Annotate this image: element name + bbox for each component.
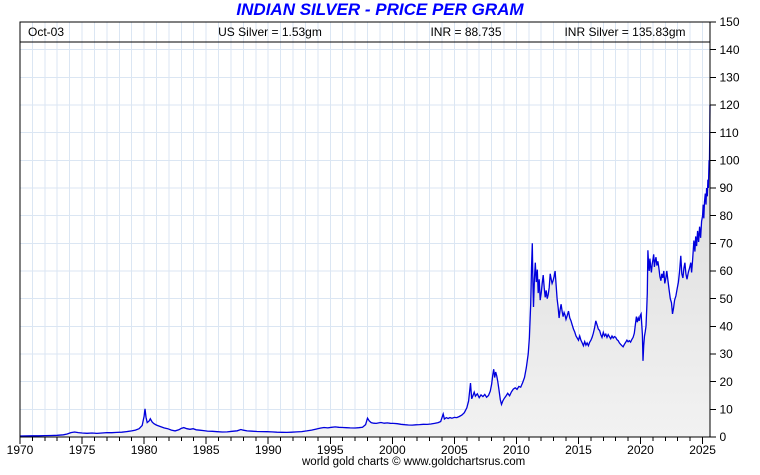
x-axis-label: 2015 <box>565 443 592 457</box>
x-axis-label: 1970 <box>7 443 34 457</box>
y-axis-label: 40 <box>720 320 734 334</box>
area-fill <box>20 105 710 437</box>
y-axis-label: 30 <box>720 347 734 361</box>
y-axis-label: 60 <box>720 264 734 278</box>
x-axis-label: 2025 <box>689 443 716 457</box>
y-axis-label: 10 <box>720 403 734 417</box>
y-axis-label: 0 <box>720 430 727 444</box>
date-label: Oct-03 <box>28 25 65 39</box>
x-axis-label: 2020 <box>627 443 654 457</box>
y-axis-label: 130 <box>720 71 740 85</box>
y-axis-label: 50 <box>720 292 734 306</box>
credit-line: world gold charts © www.goldchartsrus.co… <box>302 456 526 468</box>
inr-rate-stat: INR = 88.735 <box>430 25 502 39</box>
y-axis-label: 110 <box>720 126 739 140</box>
y-axis-label: 80 <box>720 209 734 223</box>
inr-silver-stat: INR Silver = 135.83gm <box>564 25 686 39</box>
y-axis-label: 70 <box>720 237 734 251</box>
x-axis-label: 2010 <box>503 443 530 457</box>
us-silver-stat: US Silver = 1.53gm <box>218 25 322 39</box>
plot-border <box>19 21 711 438</box>
y-axis-label: 140 <box>720 43 740 57</box>
y-axis-label: 20 <box>720 375 734 389</box>
y-axis-label: 100 <box>720 154 740 168</box>
x-axis-label: 1990 <box>255 443 282 457</box>
y-axis-label: 90 <box>720 181 734 195</box>
x-axis-label: 1980 <box>131 443 158 457</box>
y-axis-label: 120 <box>720 98 740 112</box>
price-line <box>19 104 711 437</box>
x-axis-label: 1975 <box>69 443 96 457</box>
x-axis-label: 2005 <box>441 443 468 457</box>
y-axis-label: 150 <box>720 15 740 29</box>
x-axis-label: 2000 <box>379 443 406 457</box>
x-axis-label: 1995 <box>317 443 344 457</box>
page-title: INDIAN SILVER - PRICE PER GRAM <box>236 0 524 19</box>
x-axis-label: 1985 <box>193 443 220 457</box>
